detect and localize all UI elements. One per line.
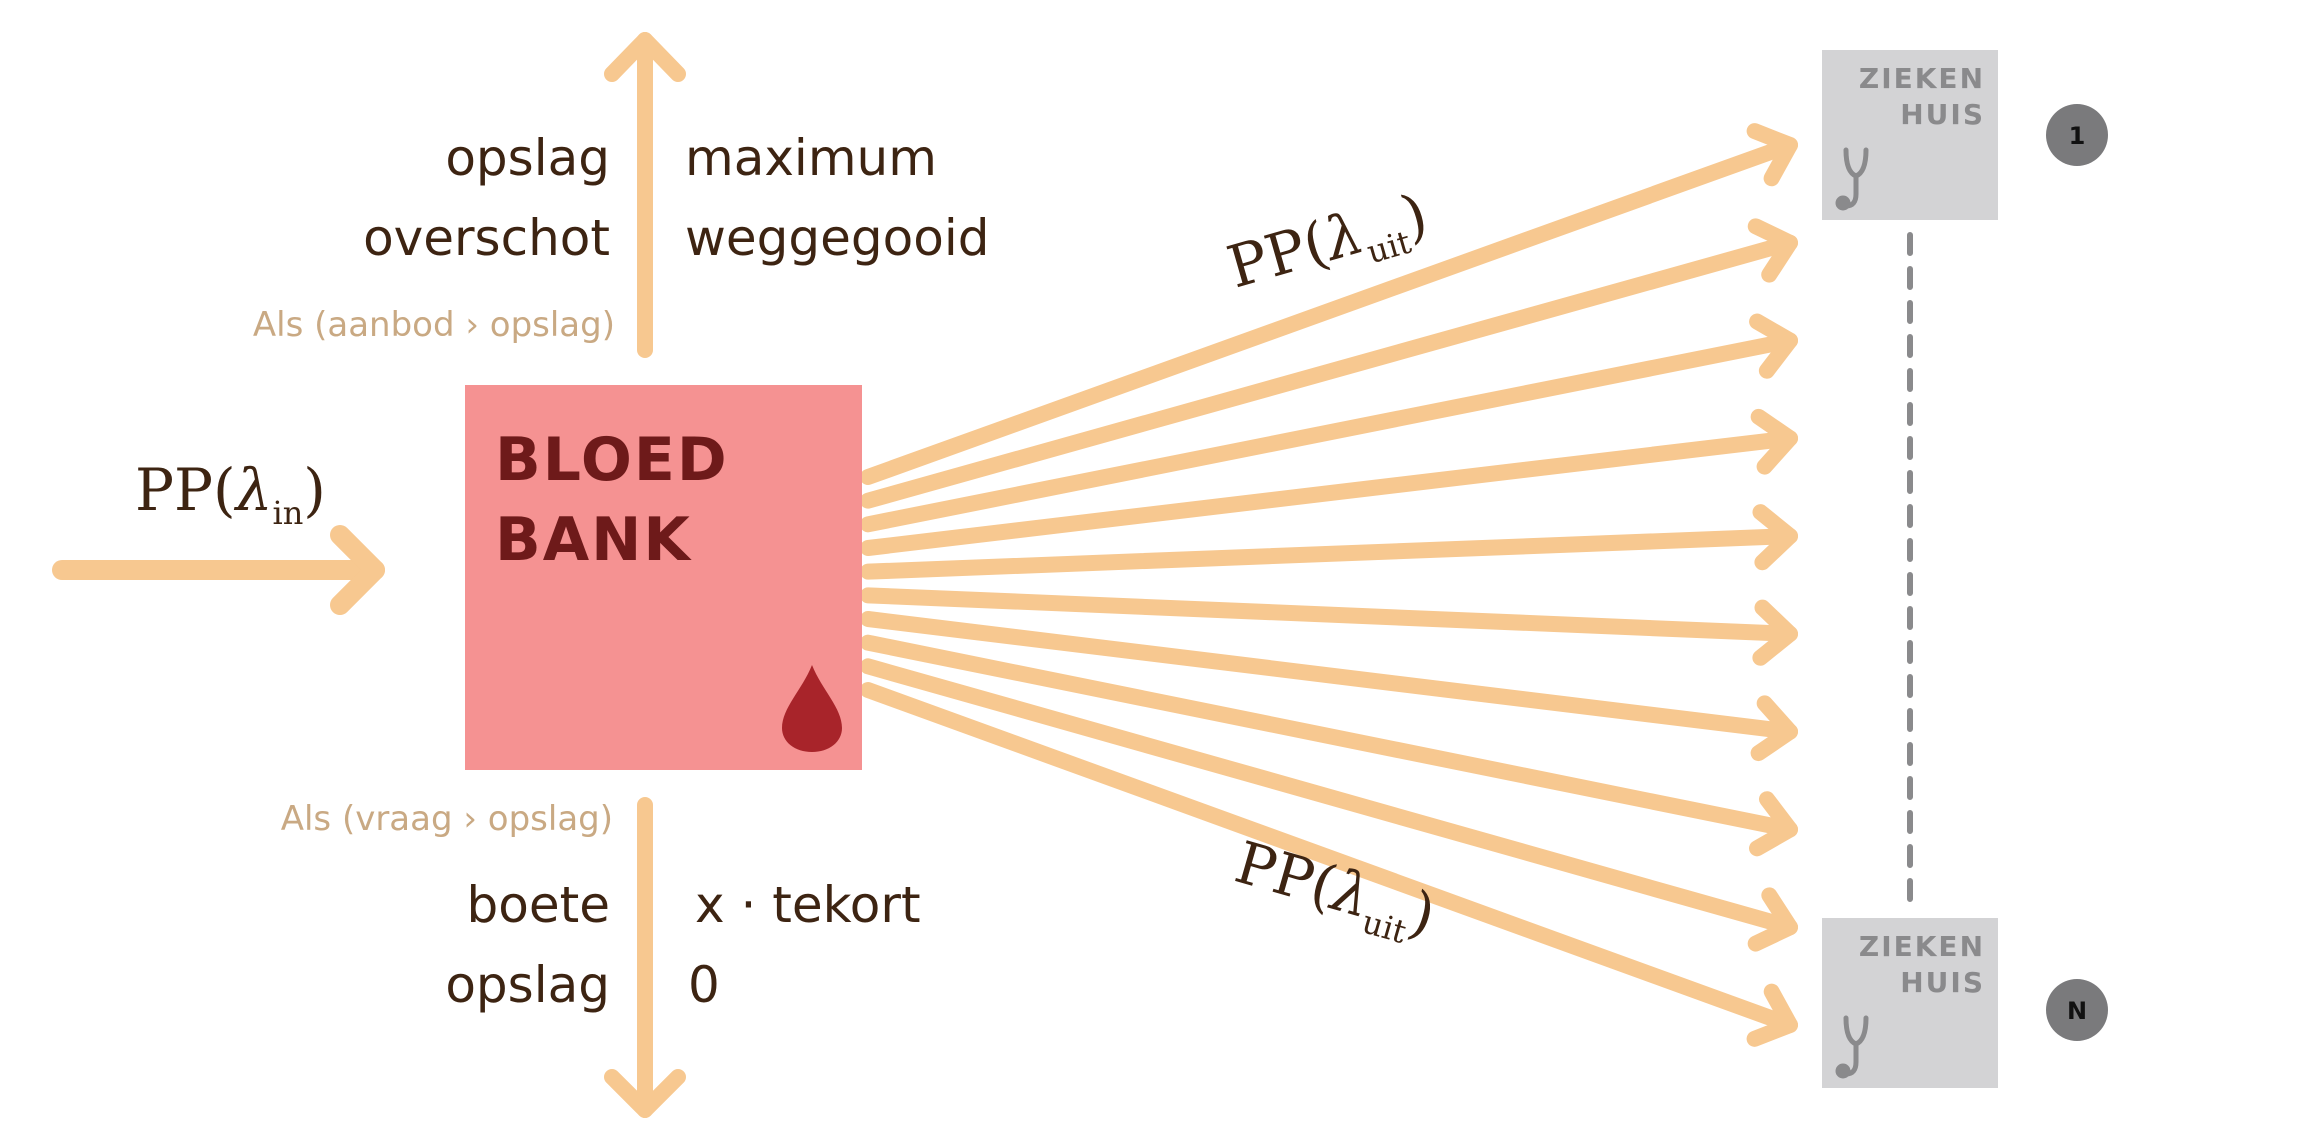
bottom-right-line2: 0 xyxy=(688,956,720,1014)
top-arrow xyxy=(604,32,686,358)
fan-arrow-4 xyxy=(860,408,1798,556)
fan-arrow-head xyxy=(1749,313,1798,379)
fan-arrow-head xyxy=(1752,599,1798,666)
hospital-label-line2: HUIS xyxy=(1900,98,1985,131)
fan-arrow-shaft xyxy=(860,682,1798,1033)
top-left-line2: overschot xyxy=(363,209,610,267)
hospital-label-line2: HUIS xyxy=(1900,966,1985,999)
stethoscope-icon xyxy=(1835,1015,1869,1079)
hospital-badge-label: N xyxy=(2067,997,2087,1025)
fan-arrow-shaft xyxy=(860,332,1798,533)
fan-arrow-shaft xyxy=(860,430,1798,556)
bottom-arrow xyxy=(604,797,686,1118)
fan-arrow-8 xyxy=(860,634,1798,857)
fan-arrow-1 xyxy=(860,123,1798,485)
blood-bank-title-line1: BLOED xyxy=(495,425,729,495)
hospital-box xyxy=(1822,918,1998,1088)
fan-arrow-5 xyxy=(860,504,1798,580)
fan-arrow-2 xyxy=(860,218,1798,509)
bottom-condition: Als (vraag › opslag) xyxy=(281,799,613,839)
fan-arrow-6 xyxy=(860,587,1798,666)
fan-arrow-10 xyxy=(860,682,1798,1047)
fan-arrow-shaft xyxy=(860,137,1798,485)
input-arrow xyxy=(52,525,385,615)
fan-arrow-shaft xyxy=(860,587,1798,642)
top-right-line2: weggegooid xyxy=(685,209,989,267)
fan-arrow-head xyxy=(1749,791,1798,857)
hospital-node-n: ZIEKEN HUIS N xyxy=(1822,918,2108,1088)
bottom-right-line1: x · tekort xyxy=(695,876,921,934)
fan-arrow-head xyxy=(1750,408,1798,475)
hospital-badge-label: 1 xyxy=(2069,122,2086,150)
stethoscope-icon xyxy=(1835,147,1869,211)
top-right-line1: maximum xyxy=(685,129,937,187)
hospital-label-line1: ZIEKEN xyxy=(1859,930,1985,963)
top-left-line1: opslag xyxy=(445,129,610,187)
hospital-box xyxy=(1822,50,1998,220)
fan-arrow-head xyxy=(1746,123,1798,187)
fan-arrow-3 xyxy=(860,313,1798,533)
bottom-left-line2: opslag xyxy=(445,956,610,1014)
blood-drop-icon xyxy=(782,665,842,752)
fan-arrow-shaft xyxy=(860,234,1798,509)
fan-arrow-9 xyxy=(860,658,1798,952)
hospital-badge xyxy=(2046,979,2108,1041)
hospital-badge xyxy=(2046,104,2108,166)
fan-arrow-7 xyxy=(860,611,1798,762)
fan-arrow-shaft xyxy=(860,611,1798,740)
fan-arrow-head xyxy=(1750,695,1798,762)
top-condition: Als (aanbod › opslag) xyxy=(253,305,615,345)
fan-arrows xyxy=(860,123,1798,1047)
fan-arrow-head xyxy=(1746,983,1798,1047)
input-rate-label: PP(λin) xyxy=(135,456,326,532)
blood-bank-node: BLOED BANK xyxy=(465,385,862,770)
fan-arrow-shaft xyxy=(860,528,1798,580)
fan-arrow-head xyxy=(1747,887,1798,952)
bottom-left-line1: boete xyxy=(467,876,610,934)
fan-arrow-shaft xyxy=(860,658,1798,936)
blood-bank-title-line2: BANK xyxy=(495,505,692,575)
hospital-node-1: ZIEKEN HUIS 1 xyxy=(1822,50,2108,220)
fan-arrow-shaft xyxy=(860,634,1798,838)
hospital-label-line1: ZIEKEN xyxy=(1859,62,1985,95)
fan-arrow-head xyxy=(1747,218,1798,283)
fan-arrow-head xyxy=(1752,504,1798,571)
